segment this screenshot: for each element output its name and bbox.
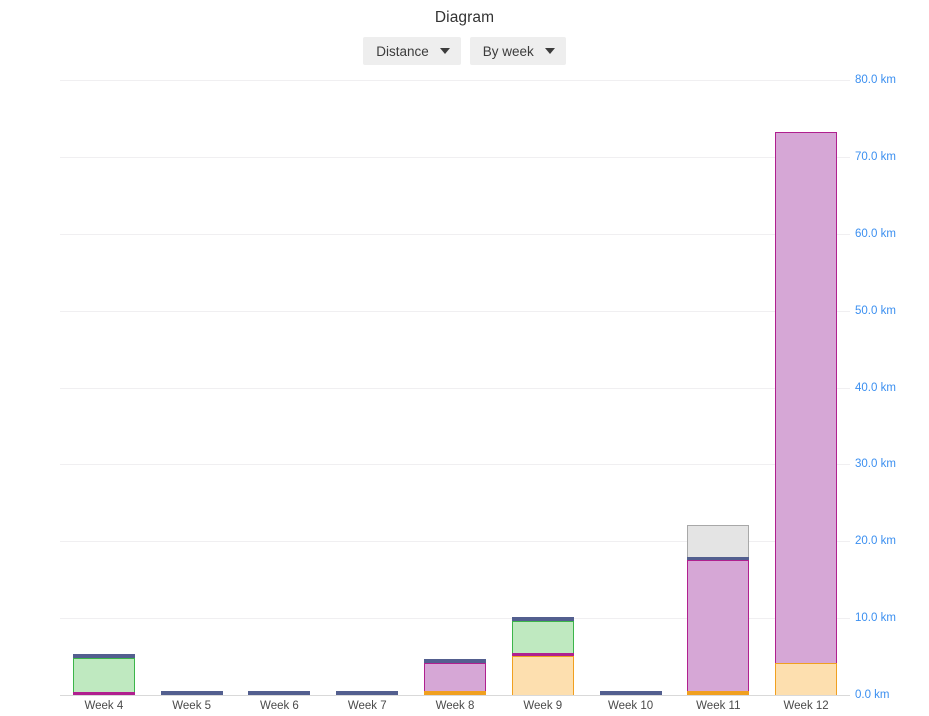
bar-segment-navy	[336, 691, 399, 695]
page-title: Diagram	[434, 9, 495, 26]
gridline	[60, 310, 850, 312]
y-axis-tick-label: 40.0 km	[855, 381, 896, 394]
x-axis-tick-label: Week 4	[84, 700, 124, 712]
x-axis-tick-label: Week 7	[347, 700, 387, 712]
bar-segment-magenta	[511, 653, 574, 656]
bar-group[interactable]	[72, 654, 135, 695]
bar-segment-green	[72, 658, 135, 692]
bar-group[interactable]	[160, 691, 223, 695]
bar-segment-navy	[599, 691, 662, 695]
bar-segment-grey	[687, 525, 750, 557]
bar-segment-green	[511, 621, 574, 653]
bar-segment-navy	[511, 617, 574, 621]
bar-group[interactable]	[511, 617, 574, 695]
period-dropdown-label: By week	[482, 43, 534, 59]
x-axis-tick-label: Week 8	[435, 700, 475, 712]
bar-segment-navy	[687, 556, 750, 560]
bar-segment-orange	[687, 691, 750, 695]
gridline	[60, 387, 850, 389]
metric-dropdown[interactable]: Distance	[363, 37, 461, 65]
bar-segment-navy	[72, 654, 135, 658]
y-axis-tick-label: 0.0 km	[855, 689, 890, 701]
bar-segment-orange	[775, 663, 838, 695]
bar-group[interactable]	[248, 691, 311, 695]
y-axis-tick-label: 50.0 km	[855, 304, 896, 317]
bar-group[interactable]	[336, 691, 399, 695]
x-axis-tick-label: Week 6	[260, 700, 299, 712]
y-axis-tick-label: 10.0 km	[855, 612, 896, 625]
chart-toolbar: Distance By week	[0, 37, 929, 65]
bar-segment-magenta	[775, 132, 838, 663]
period-dropdown[interactable]: By week	[469, 37, 566, 65]
y-axis-tick-label: 30.0 km	[855, 458, 896, 471]
y-axis-tick-label: 80.0 km	[855, 74, 896, 86]
bar-segment-magenta	[687, 560, 750, 691]
x-axis-tick-label: Week 11	[696, 700, 741, 712]
gridline	[60, 541, 850, 543]
gridline	[60, 156, 850, 158]
x-axis-tick-label: Week 9	[523, 700, 563, 712]
gridline	[60, 80, 850, 81]
metric-dropdown-label: Distance	[376, 43, 429, 59]
bar-group[interactable]	[687, 525, 750, 695]
bar-segment-orange	[511, 656, 574, 695]
bar-group[interactable]	[775, 132, 838, 695]
bar-segment-magenta	[72, 692, 135, 695]
bar-segment-navy	[160, 691, 223, 695]
y-axis-tick-label: 20.0 km	[855, 535, 896, 548]
x-axis-tick-label: Week 12	[783, 700, 829, 712]
bar-segment-magenta	[424, 663, 486, 691]
gridline	[60, 233, 850, 235]
axis-baseline	[60, 695, 850, 696]
gridline	[60, 618, 850, 620]
chevron-down-icon	[439, 48, 450, 54]
gridline	[60, 464, 850, 466]
y-axis-tick-label: 70.0 km	[855, 150, 896, 163]
x-axis-tick-label: Week 5	[172, 700, 212, 712]
bar-group[interactable]	[424, 659, 486, 695]
bar-group[interactable]	[599, 691, 662, 695]
y-axis-tick-label: 60.0 km	[855, 227, 896, 240]
bar-segment-orange	[424, 691, 486, 695]
x-axis-tick-label: Week 10	[607, 700, 654, 712]
bar-segment-navy	[248, 691, 311, 695]
bar-segment-navy	[424, 659, 486, 663]
chevron-down-icon	[544, 48, 555, 54]
